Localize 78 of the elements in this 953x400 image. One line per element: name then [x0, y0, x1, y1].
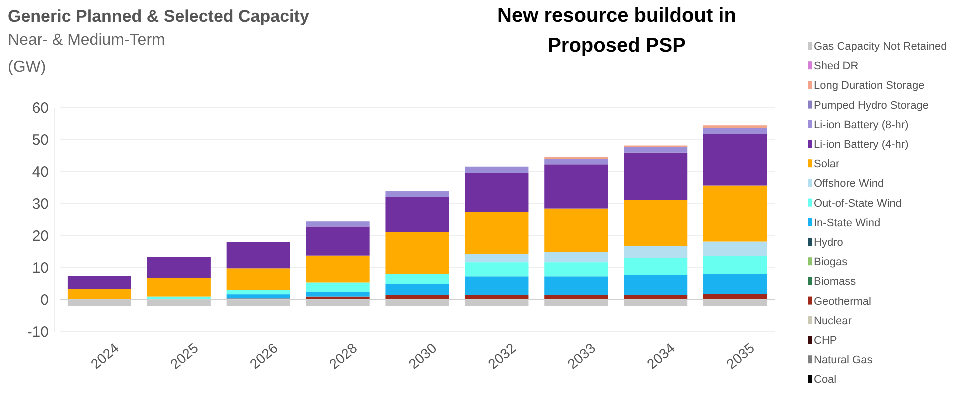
- legend-label: Coal: [814, 374, 837, 386]
- bar: [704, 186, 768, 242]
- legend-label: Shed DR: [814, 60, 859, 73]
- bar: [624, 258, 688, 276]
- bar: [147, 257, 211, 278]
- legend-label: Biomass: [814, 276, 857, 288]
- bar: [704, 128, 768, 134]
- bar: [465, 295, 529, 300]
- bar: [226, 294, 290, 299]
- bar: [386, 192, 450, 198]
- bar: [465, 173, 529, 212]
- bar: [624, 152, 688, 200]
- bar: [226, 268, 290, 290]
- y-tick-label: 10: [32, 260, 49, 277]
- legend-label: Natural Gas: [814, 354, 874, 367]
- bar: [306, 282, 370, 292]
- legend-label: Hydro: [814, 237, 844, 249]
- bar: [544, 295, 608, 300]
- y-tick-label: 20: [32, 228, 49, 245]
- bar: [306, 256, 370, 283]
- y-axis-title: (GW): [8, 59, 46, 76]
- bar: [226, 290, 290, 295]
- bar: [544, 262, 608, 277]
- legend-label: Nuclear: [814, 315, 852, 328]
- legend-label: Long Duration Storage: [814, 80, 925, 92]
- chart-title: Generic Planned & Selected Capacity: [8, 7, 310, 26]
- legend-label: Li-ion Battery (4-hr): [814, 139, 909, 151]
- bar: [306, 222, 370, 227]
- bar: [386, 274, 450, 284]
- bar: [704, 126, 768, 128]
- bar: [306, 292, 370, 297]
- y-tick-label: 0: [40, 292, 49, 309]
- bar: [704, 274, 768, 294]
- bar: [544, 164, 608, 209]
- text: New resource buildout in Proposed PSP: [498, 5, 736, 57]
- legend-label: Solar: [814, 158, 840, 171]
- bar: [465, 262, 529, 277]
- y-tick-label: 60: [32, 100, 49, 117]
- legend-label: Offshore Wind: [814, 178, 884, 190]
- bar: [704, 294, 768, 300]
- bar: [465, 276, 529, 296]
- legend-label: Geothermal: [814, 296, 872, 308]
- y-tick-label: 50: [32, 132, 49, 149]
- bar: [386, 232, 450, 274]
- bar: [306, 226, 370, 256]
- legend-label: Out-of-State Wind: [814, 198, 902, 210]
- bar: [386, 295, 450, 300]
- bar: [544, 252, 608, 263]
- bar: [465, 166, 529, 174]
- y-tick-label: 40: [32, 164, 49, 181]
- chart-subtitle: Near- & Medium-Term: [8, 32, 166, 49]
- bar: [704, 256, 768, 274]
- bar: [624, 275, 688, 296]
- legend-label: In-State Wind: [814, 217, 881, 230]
- legend-label: Gas Capacity Not Retained: [814, 41, 948, 53]
- bar: [624, 200, 688, 246]
- bar: [704, 134, 768, 186]
- bar: [68, 289, 132, 300]
- bar: [544, 159, 608, 165]
- bar: [386, 197, 450, 232]
- y-tick-label: 30: [32, 196, 49, 213]
- bar: [624, 295, 688, 300]
- bar: [386, 284, 450, 296]
- legend-label: Pumped Hydro Storage: [814, 100, 929, 112]
- bar: [624, 147, 688, 153]
- bar: [465, 254, 529, 263]
- legend-label: Biogas: [814, 256, 848, 269]
- bar: [68, 276, 132, 290]
- bar: [147, 278, 211, 297]
- bar: [544, 208, 608, 252]
- legend-label: CHP: [814, 335, 838, 347]
- bar: [226, 242, 290, 269]
- legend-label: Li-ion Battery (8-hr): [814, 119, 909, 132]
- bar: [624, 246, 688, 258]
- y-tick-label: -10: [27, 324, 49, 341]
- bar: [465, 212, 529, 254]
- bar: [704, 242, 768, 256]
- bar: [544, 276, 608, 296]
